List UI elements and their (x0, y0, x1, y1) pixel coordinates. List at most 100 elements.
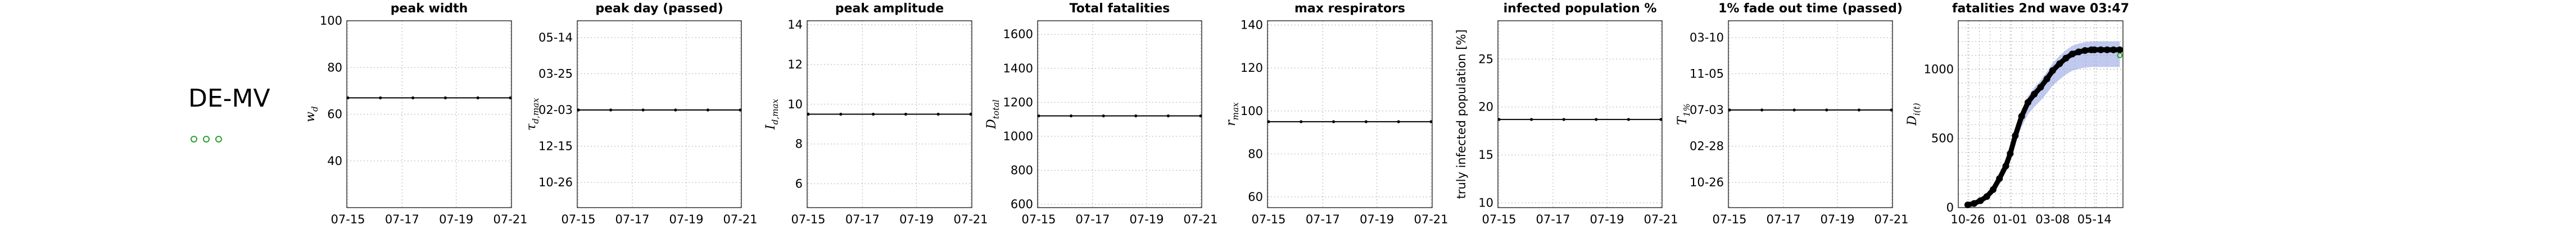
chart-title: infected population % (1504, 2, 1657, 16)
x-tick-label: 07-15 (1482, 213, 1516, 226)
x-tick-label: 05-14 (2077, 213, 2112, 226)
data-point (1166, 114, 1170, 118)
y-tick-label: 140 (1241, 19, 1263, 32)
data-point (1825, 108, 1828, 112)
data-point (1964, 201, 1971, 209)
y-tick-label: 15 (1478, 148, 1493, 162)
x-tick-label: 07-15 (1712, 213, 1746, 226)
y-tick-label: 80 (1248, 147, 1263, 160)
data-point (2091, 46, 2098, 53)
plot-frame (807, 20, 972, 208)
data-point (609, 108, 613, 112)
y-tick-label: 1600 (1003, 27, 1033, 41)
data-point (346, 96, 350, 99)
data-point (969, 112, 972, 116)
chart-title: peak width (391, 2, 468, 16)
data-point (1760, 108, 1764, 112)
data-point (2110, 46, 2117, 53)
x-tick-label: 07-19 (1360, 213, 1394, 226)
chart-panel: peak width 07-15 07-17 07-19 07-21 40 60 80 100 w… (304, 2, 528, 226)
data-point (2062, 54, 2070, 62)
data-point (1562, 118, 1565, 121)
chart-title: peak day (passed) (595, 2, 723, 16)
x-tick-label: 07-17 (385, 213, 419, 226)
data-point (1530, 118, 1533, 121)
y-tick-label: 10 (787, 98, 803, 111)
data-point (1989, 186, 1996, 193)
y-axis-label: τd,max (524, 98, 541, 131)
x-tick-label: 07-15 (331, 213, 365, 226)
plot-frame (1728, 20, 1893, 208)
x-tick-label: 03-08 (2035, 213, 2070, 226)
data-point (936, 112, 940, 116)
data-point (2043, 75, 2050, 82)
y-axis-label: T1% (1676, 103, 1692, 125)
data-point (2024, 99, 2031, 106)
data-point (1728, 108, 1731, 112)
x-tick-label: 10-26 (1950, 213, 1985, 226)
data-point (1429, 120, 1433, 123)
data-point (2097, 46, 2104, 53)
data-point (1977, 197, 1984, 204)
data-point (1497, 118, 1501, 121)
legend-marker (191, 136, 197, 143)
latest-marker (2117, 52, 2123, 58)
region-label: DE-MV (188, 84, 270, 113)
data-point (706, 108, 709, 112)
y-tick-label: 500 (1931, 132, 1954, 145)
data-point (2012, 132, 2019, 139)
y-tick-label: 03-25 (538, 67, 573, 81)
plot-frame (1958, 20, 2124, 208)
data-point (2103, 46, 2111, 53)
chart-panel: peak amplitude 07-15 07-17 07-19 07-21 6 8 10 12… (764, 2, 988, 226)
chart-panel: fatalities 2nd wave 03:47 10-26 01-01 03-08… (1905, 2, 2129, 226)
chart-title: peak amplitude (835, 2, 944, 16)
y-tick-label: 03-10 (1690, 31, 1724, 44)
data-point (1971, 200, 1978, 207)
data-point (1659, 118, 1663, 121)
y-axis-label: Di(t) (1905, 103, 1922, 126)
plot-frame (346, 20, 512, 208)
x-tick-label: 07-19 (669, 213, 703, 226)
x-tick-label: 07-15 (1021, 213, 1056, 226)
series-line (1965, 47, 2122, 208)
y-tick-label: 100 (320, 14, 342, 27)
data-point (674, 108, 677, 112)
y-tick-label: 60 (1248, 190, 1263, 204)
uncertainty-band (1967, 41, 2120, 207)
y-tick-label: 1000 (1003, 130, 1033, 143)
data-point (2081, 47, 2089, 54)
y-axis-label: Dtotal (985, 99, 1001, 130)
legend-markers (191, 136, 222, 143)
data-point (1134, 114, 1138, 118)
y-tick-label: 14 (787, 18, 803, 31)
y-axis-label: Id,max (764, 99, 780, 130)
y-tick-label: 0 (1946, 201, 1954, 214)
y-tick-label: 100 (1241, 104, 1263, 118)
x-tick-label: 07-21 (953, 213, 988, 226)
y-tick-label: 02-28 (1690, 140, 1724, 153)
chart-panel: Total fatalities 07-15 07-17 07-19 07-21 600 8… (985, 2, 1218, 226)
data-point (807, 112, 810, 116)
data-point (1627, 118, 1630, 121)
data-point (1792, 108, 1796, 112)
data-point (379, 96, 382, 99)
x-tick-label: 07-17 (1075, 213, 1110, 226)
x-tick-label: 07-19 (899, 213, 934, 226)
y-tick-label: 40 (327, 154, 342, 168)
data-point (2037, 84, 2044, 91)
data-point (2068, 51, 2076, 58)
x-tick-label: 07-15 (791, 213, 825, 226)
y-tick-label: 6 (795, 177, 803, 190)
y-tick-label: 1200 (1003, 95, 1033, 109)
plot-frame (1497, 20, 1663, 208)
y-axis-label: rmax (1224, 102, 1241, 126)
plot-frame (1037, 20, 1202, 208)
data-point (2018, 113, 2025, 120)
chart-panel: peak day (passed) 07-15 07-17 07-19 07-21 10-… (524, 2, 758, 226)
data-point (739, 108, 742, 112)
data-point (443, 96, 447, 99)
data-point (904, 112, 907, 116)
y-tick-label: 1400 (1003, 62, 1033, 75)
